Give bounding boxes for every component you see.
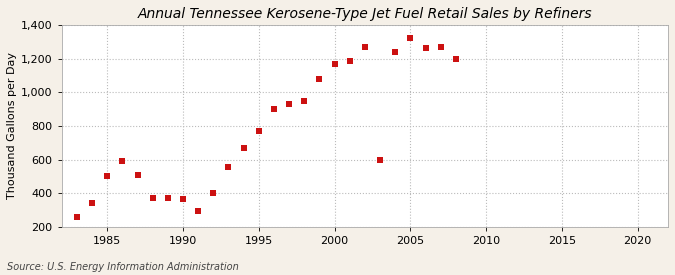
Point (163, 196, 173, 200)
Point (147, 195, 158, 200)
Point (299, 98, 310, 103)
Point (284, 102, 294, 106)
Point (435, 45, 446, 49)
Point (405, 36, 416, 41)
Point (193, 209, 204, 213)
Point (390, 50, 401, 54)
Point (450, 56, 461, 61)
Point (102, 174, 113, 179)
Point (375, 158, 385, 162)
Title: Annual Tennessee Kerosene-Type Jet Fuel Retail Sales by Refiners: Annual Tennessee Kerosene-Type Jet Fuel … (138, 7, 592, 21)
Point (344, 59, 355, 63)
Point (208, 191, 219, 196)
Point (269, 107, 279, 111)
Point (360, 45, 371, 49)
Text: Source: U.S. Energy Information Administration: Source: U.S. Energy Information Administ… (7, 262, 238, 272)
Point (253, 129, 264, 133)
Point (238, 146, 249, 150)
Point (86, 201, 97, 206)
Point (314, 77, 325, 81)
Point (117, 159, 128, 164)
Point (329, 61, 340, 66)
Point (420, 45, 431, 50)
Y-axis label: Thousand Gallons per Day: Thousand Gallons per Day (7, 53, 17, 199)
Point (178, 197, 188, 201)
Point (132, 173, 143, 177)
Point (72, 215, 82, 219)
Point (223, 165, 234, 169)
